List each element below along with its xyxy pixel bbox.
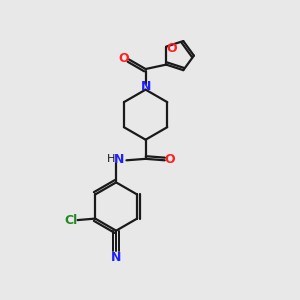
Text: N: N xyxy=(114,153,124,166)
Text: N: N xyxy=(140,80,151,93)
Text: O: O xyxy=(166,42,176,55)
Text: O: O xyxy=(165,153,175,166)
Text: N: N xyxy=(111,251,121,264)
Text: H: H xyxy=(107,154,115,164)
Text: O: O xyxy=(118,52,129,65)
Text: Cl: Cl xyxy=(64,214,78,226)
